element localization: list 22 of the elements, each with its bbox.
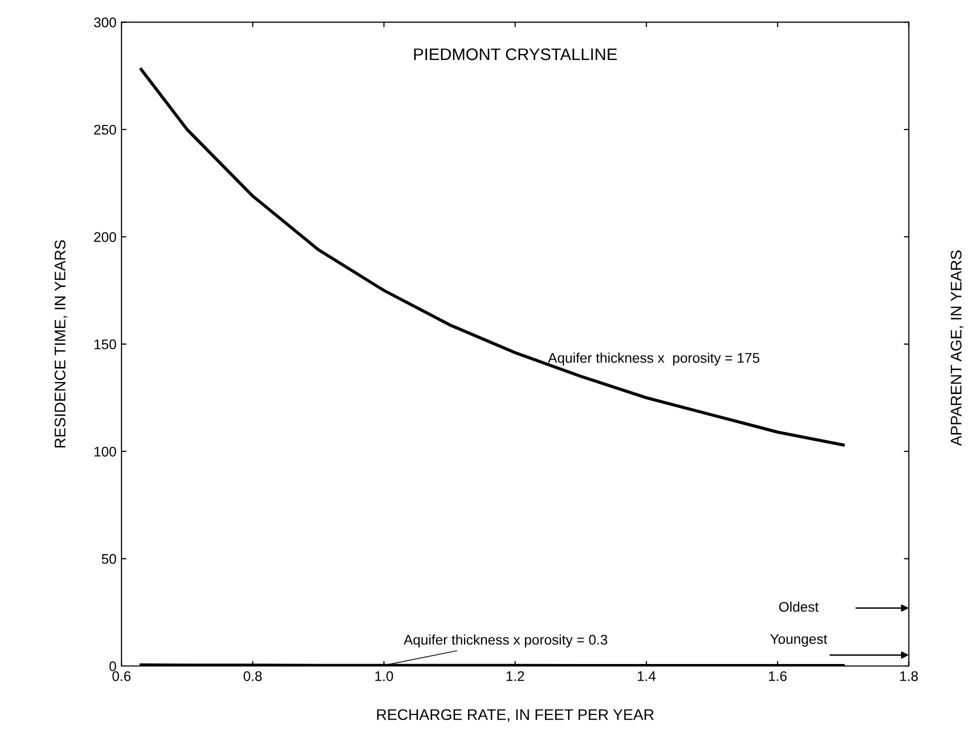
y-tick-label: 50 xyxy=(102,554,116,564)
annotation: Oldest xyxy=(779,602,819,612)
x-tick-label: 0.8 xyxy=(244,671,262,682)
x-axis-title: RECHARGE RATE, IN FEET PER YEAR xyxy=(377,709,654,722)
annotation: Aquifer thickness x porosity = 0.3 xyxy=(404,634,608,648)
x-tick-label: 0.6 xyxy=(112,671,131,682)
y-tick-label: 0 xyxy=(109,661,116,672)
annotation: Youngest xyxy=(770,634,828,647)
y-tick-label: 200 xyxy=(94,232,116,242)
y-tick-label: 250 xyxy=(94,124,116,135)
x-tick-label: 1.0 xyxy=(375,671,394,682)
text: PIEDMONT CRYSTALLINE xyxy=(414,48,617,60)
x-tick-label: 1.2 xyxy=(506,671,524,681)
y-axis-title: RESIDENCE TIME, IN YEARS xyxy=(54,240,68,448)
y-tick-label: 100 xyxy=(94,446,116,457)
x-tick-label: 1.4 xyxy=(638,671,656,681)
y-tick-label: 300 xyxy=(94,18,116,28)
y2-axis-title: APPARENT AGE, IN YEARS xyxy=(950,250,964,446)
annotation: Aquifer thickness x porosity = 175 xyxy=(548,352,760,366)
y-tick-label: 150 xyxy=(94,339,116,350)
x-tick-label: 1.6 xyxy=(769,671,787,682)
x-tick-label: 1.8 xyxy=(900,671,918,682)
